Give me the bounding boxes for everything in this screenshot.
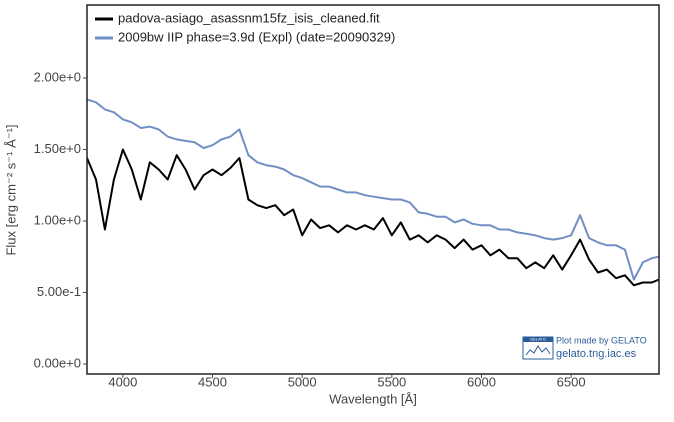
plot-area [86,98,660,287]
x-tick-label: 6500 [557,374,586,389]
x-tick-label: 5500 [377,374,406,389]
legend-label: padova-asiago_asassnm15fz_isis_cleaned.f… [118,10,380,25]
watermark: GELATO Plot made by GELATO gelato.tng.ia… [522,335,647,360]
logo-line [525,345,551,356]
x-axis-label: Wavelength [Å] [329,391,417,406]
x-tick-label: 4500 [198,374,227,389]
legend: padova-asiago_asassnm15fz_isis_cleaned.f… [95,10,395,44]
y-axis-label: Flux [erg cm⁻² s⁻¹ Å⁻¹] [3,124,18,255]
y-tick-label: 1.50e+0 [34,141,81,156]
y-tick-label: 2.00e+0 [34,69,81,84]
legend-label: 2009bw IIP phase=3.9d (Expl) (date=20090… [118,29,395,44]
y-tick-label: 0.00e+0 [34,355,81,370]
y-tick-label: 5.00e-1 [37,284,81,299]
logo-band [523,337,553,342]
y-tick-label: 1.00e+0 [34,212,81,227]
watermark-line2: gelato.tng.iac.es [556,348,637,360]
x-tick-label: 4000 [108,374,137,389]
series-line [86,148,660,287]
x-tick-label: 6000 [467,374,496,389]
logo-text: GELATO [530,337,546,342]
plot-frame [86,4,660,375]
x-tick-label: 5000 [288,374,317,389]
series-line [86,98,660,281]
watermark-line1: Plot made by GELATO [556,335,647,345]
